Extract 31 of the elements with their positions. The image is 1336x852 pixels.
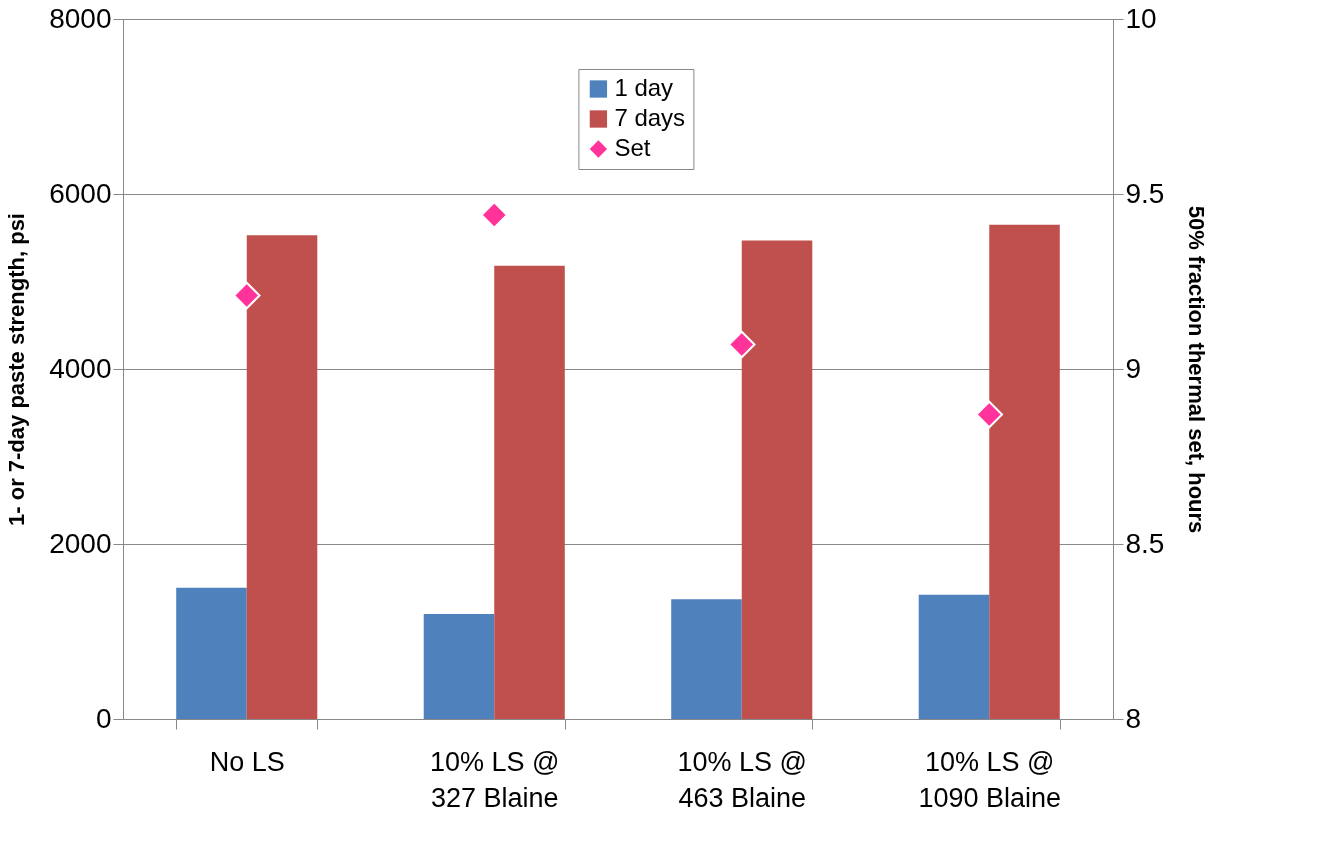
y-tick-label: 8000 [49, 2, 112, 34]
legend-label: 7 days [614, 104, 686, 131]
bar [989, 224, 1060, 719]
y2-tick-label: 9 [1125, 352, 1142, 384]
y-tick-label: 0 [95, 702, 112, 734]
x-tick-label: 10% LS @ 327 Blaine [430, 746, 560, 813]
y-tick-label: 6000 [49, 177, 112, 209]
y-tick-label: 4000 [49, 352, 112, 384]
legend-label: 1 day [614, 74, 674, 101]
y-axis-title: 1- or 7-day paste strength, psi [4, 213, 30, 526]
bar [246, 235, 318, 719]
bar [176, 587, 247, 719]
y-tick-label: 2000 [49, 527, 112, 559]
legend-label: Set [614, 134, 651, 161]
y2-axis-title: 50% fraction thermal set, hours [1184, 205, 1210, 534]
point [480, 201, 508, 229]
x-tick-label: 10% LS @ 1090 Blaine [918, 746, 1062, 813]
bar [741, 240, 813, 719]
y2-tick-label: 8.5 [1125, 527, 1165, 559]
bar [918, 594, 990, 719]
y2-tick-label: 8 [1125, 702, 1142, 734]
y2-tick-label: 9.5 [1125, 177, 1165, 209]
bar [671, 599, 742, 719]
x-tick-label: 10% LS @ 463 Blaine [677, 746, 807, 813]
point [975, 400, 1003, 429]
point [728, 330, 756, 359]
bar [494, 265, 565, 719]
bar [423, 614, 495, 719]
x-tick-label: No LS [209, 746, 285, 777]
y2-tick-label: 10 [1125, 2, 1157, 34]
point [233, 281, 261, 310]
